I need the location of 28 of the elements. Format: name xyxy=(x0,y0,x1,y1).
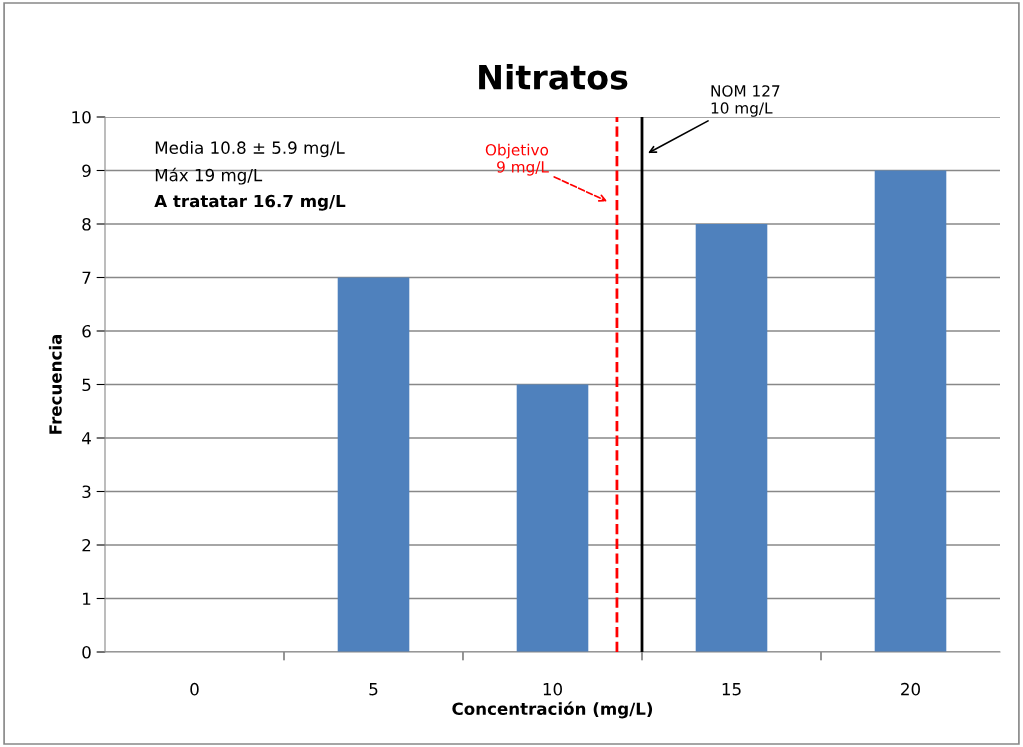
chart-title: Nitratos xyxy=(479,63,628,90)
x-tick-label: 20 xyxy=(901,682,920,696)
ref-line-label: Objetivo 9 mg/L xyxy=(485,143,549,176)
ref-line-label: NOM 127 10 mg/L xyxy=(711,85,780,117)
x-tick-label: 10 xyxy=(543,682,562,696)
bar xyxy=(337,277,410,652)
bar xyxy=(695,224,768,652)
annotation: Media 10.8 ± 5.9 mg/L xyxy=(155,141,345,158)
annotation: A tratatar 16.7 mg/L xyxy=(154,194,346,211)
y-tick-label: 2 xyxy=(82,538,91,552)
y-tick-label: 1 xyxy=(83,592,91,605)
y-tick-label: 5 xyxy=(82,378,91,392)
y-axis-title: Frecuencia xyxy=(48,335,62,434)
y-tick-label: 10 xyxy=(72,110,91,124)
bar xyxy=(874,170,947,652)
y-tick-label: 0 xyxy=(82,645,91,659)
y-tick-label: 3 xyxy=(82,485,91,499)
bar xyxy=(516,384,589,652)
y-tick-label: 9 xyxy=(82,164,91,178)
x-tick-label: 15 xyxy=(722,683,741,696)
y-tick-label: 4 xyxy=(82,432,91,445)
x-axis-title: Concentración (mg/L) xyxy=(452,701,653,719)
x-tick-label: 5 xyxy=(369,683,378,696)
y-tick-label: 6 xyxy=(82,324,91,338)
y-tick-label: 7 xyxy=(82,271,91,284)
x-tick-label: 0 xyxy=(190,682,199,696)
y-tick-label: 8 xyxy=(82,217,91,231)
annotation: Máx 19 mg/L xyxy=(155,167,263,185)
